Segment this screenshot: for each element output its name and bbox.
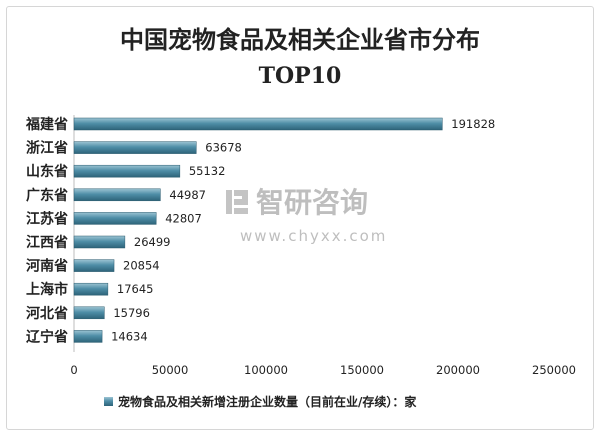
category-label-1: 浙江省 <box>26 140 68 157</box>
watermark: 智研咨询 www.chyxx.com <box>226 186 387 245</box>
value-label-9: 14634 <box>111 329 148 343</box>
category-label-3: 广东省 <box>26 187 68 204</box>
x-tick-label-1: 50000 <box>152 363 189 377</box>
value-label-7: 17645 <box>117 282 154 296</box>
bar-8 <box>73 306 105 320</box>
value-labels: 191828 63678 55132 44987 42807 26499 20854 1764… <box>111 117 495 343</box>
value-label-0: 191828 <box>451 117 495 131</box>
category-label-2: 山东省 <box>26 163 68 180</box>
value-label-6: 20854 <box>123 259 160 273</box>
bar-5 <box>73 235 126 249</box>
bar-9 <box>73 330 103 343</box>
bars-group <box>73 117 443 343</box>
x-tick-label-2: 100000 <box>244 363 288 377</box>
legend-swatch <box>104 397 113 406</box>
legend-label: 宠物食品及相关新增注册企业数量（目前在业/存续）：家 <box>118 394 417 409</box>
category-label-8: 河北省 <box>26 305 68 322</box>
bar-0 <box>73 117 443 131</box>
value-label-8: 15796 <box>113 306 150 320</box>
x-tick-label-3: 150000 <box>340 363 384 377</box>
category-label-5: 江西省 <box>26 234 68 251</box>
category-label-6: 河南省 <box>26 258 68 275</box>
value-label-5: 26499 <box>134 235 171 249</box>
value-label-1: 63678 <box>205 141 242 155</box>
category-label-4: 江苏省 <box>26 210 68 227</box>
watermark-name: 智研咨询 <box>256 186 368 219</box>
value-label-4: 42807 <box>165 211 202 225</box>
category-label-0: 福建省 <box>25 116 68 133</box>
value-label-2: 55132 <box>189 164 226 178</box>
chart-title-line1: 中国宠物食品及相关企业省市分布 <box>120 25 480 54</box>
category-label-9: 辽宁省 <box>26 328 68 345</box>
bar-3 <box>73 188 161 202</box>
bar-1 <box>73 141 197 154</box>
value-label-3: 44987 <box>169 188 206 202</box>
x-tick-label-4: 200000 <box>436 363 480 377</box>
category-label-7: 上海市 <box>26 281 68 298</box>
x-axis-ticks: 0 50000 100000 150000 200000 250000 <box>70 363 576 377</box>
bar-4 <box>73 212 157 225</box>
watermark-logo-icon <box>226 190 248 214</box>
x-tick-label-5: 250000 <box>532 363 576 377</box>
chart-title-line2: TOP10 <box>259 63 342 89</box>
bar-2 <box>73 164 181 178</box>
watermark-url: www.chyxx.com <box>240 227 387 245</box>
bar-6 <box>73 259 115 272</box>
bar-7 <box>73 282 109 296</box>
x-tick-label-0: 0 <box>70 363 77 377</box>
legend: 宠物食品及相关新增注册企业数量（目前在业/存续）：家 <box>104 394 417 409</box>
